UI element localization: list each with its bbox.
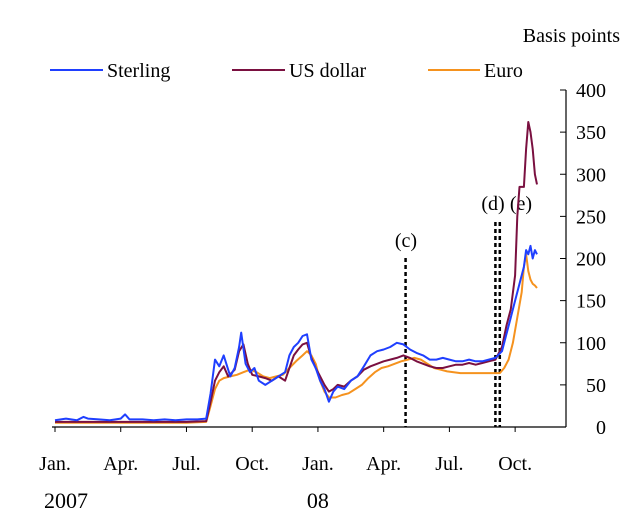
x-tick-label: Jan. xyxy=(302,453,334,475)
series-line-sterling xyxy=(54,244,538,422)
event-markers: (c) (d) (e) xyxy=(395,193,532,427)
series-line-euro xyxy=(55,253,538,424)
y-tick-label: 300 xyxy=(576,164,606,186)
x-tick-label: Jul. xyxy=(435,453,463,475)
year-labels: 2007 08 xyxy=(44,488,329,513)
unit-label: Basis points xyxy=(523,25,620,47)
series-lines xyxy=(54,121,538,424)
y-tick-label: 250 xyxy=(576,206,606,228)
y-tick-label: 0 xyxy=(596,417,606,439)
x-tick-label: Jan. xyxy=(39,453,71,475)
y-tick-label: 100 xyxy=(576,333,606,355)
legend: Sterling US dollar Euro xyxy=(50,60,523,82)
x-axis-ticks: Jan. Apr. Jul. Oct. Jan. Apr. Jul. Oct. xyxy=(39,427,532,475)
marker-label: (e) xyxy=(510,193,532,215)
x-tick-label: Oct. xyxy=(498,453,532,475)
legend-euro-label: Euro xyxy=(484,60,523,82)
x-tick-label: Oct. xyxy=(235,453,269,475)
y-tick-label: 50 xyxy=(586,375,606,397)
y-tick-label: 150 xyxy=(576,291,606,313)
x-tick-label: Jul. xyxy=(172,453,200,475)
legend-sterling-label: Sterling xyxy=(107,60,170,82)
year-label: 08 xyxy=(307,488,329,513)
legend-us-dollar-label: US dollar xyxy=(289,60,367,82)
x-tick-label: Apr. xyxy=(103,453,138,475)
year-label: 2007 xyxy=(44,488,88,513)
marker-label: (d) xyxy=(481,193,504,215)
marker-label: (c) xyxy=(395,230,417,252)
y-tick-label: 200 xyxy=(576,249,606,271)
series-line-us-dollar xyxy=(55,121,538,423)
y-tick-label: 400 xyxy=(576,80,606,102)
y-axis-ticks: 0 50 100 150 200 250 300 350 400 xyxy=(560,80,606,439)
x-tick-label: Apr. xyxy=(366,453,401,475)
y-tick-label: 350 xyxy=(576,122,606,144)
